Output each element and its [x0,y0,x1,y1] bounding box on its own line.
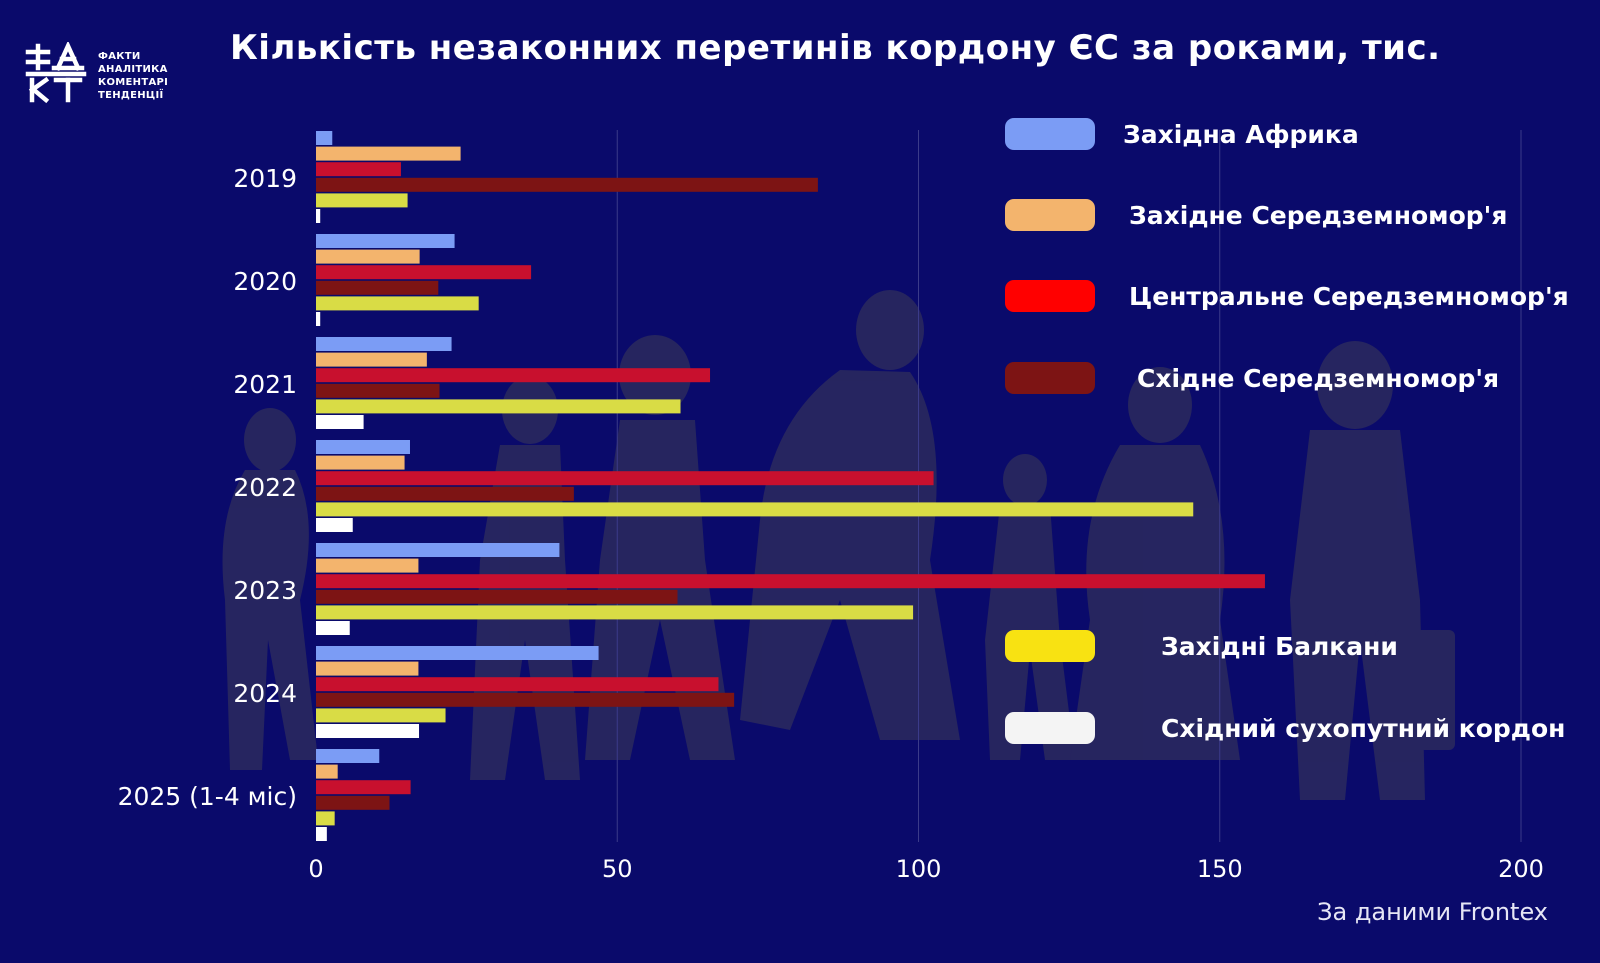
bar [316,502,1194,517]
bar [316,265,532,280]
y-tick-label: 2020 [233,267,297,296]
bar [316,146,461,161]
bar [316,661,419,676]
bar [316,827,327,841]
y-tick-label: 2023 [233,576,297,605]
x-tick-label: 150 [1197,855,1243,883]
bar [316,415,364,429]
logo-mark-icon [25,42,87,104]
logo-words: ФАКТИ АНАЛІТИКА КОМЕНТАРІ ТЕНДЕНЦІЇ [98,50,168,102]
bar [316,589,678,604]
legend-label: Східне Середземномор'я [1137,363,1500,393]
legend-label: Східний сухопутний кордон [1161,713,1566,743]
y-axis-labels: 2019 2020 2021 2022 2023 2024 2025 (1-4 міс) [118,164,297,811]
logo: ФАКТИ АНАЛІТИКА КОМЕНТАРІ ТЕНДЕНЦІЇ [24,42,184,106]
bar [316,352,427,367]
bar [316,764,338,779]
bar [316,621,350,635]
bar [316,708,446,723]
y-tick-label: 2024 [233,679,297,708]
bar [316,558,419,573]
chart-title: Кількість незаконних перетинів кордону Є… [230,28,1441,68]
x-tick-label: 50 [602,855,633,883]
y-tick-label: 2022 [233,473,297,502]
bar [316,724,420,738]
legend-item: Східний сухопутний кордон [1005,710,1565,746]
bar [316,811,335,826]
bar [316,193,408,208]
legend-item: Західні Балкани [1005,628,1398,664]
bar [316,368,711,383]
logo-line: АНАЛІТИКА [98,64,168,75]
bar [316,677,719,692]
bar [316,280,439,295]
bar [316,312,321,326]
legend-label: Західна Африка [1123,119,1359,149]
bar [316,574,1265,589]
legend-item: Центральне Середземномор'я [1005,278,1569,314]
bar [316,646,599,660]
legend-label: Центральне Середземномор'я [1129,281,1569,311]
bar [316,162,401,177]
y-tick-label: 2025 (1-4 міс) [118,782,297,811]
bar [316,692,735,707]
bar [316,131,333,145]
y-tick-label: 2019 [233,164,297,193]
bar [316,518,353,532]
legend-item: Східне Середземномор'я [1005,360,1499,396]
legend-swatch [1005,712,1095,744]
legend-swatch [1005,362,1095,394]
source-note: За даними Frontex [1317,898,1548,926]
bar [316,605,914,620]
x-tick-label: 100 [896,855,942,883]
bar [316,795,390,810]
legend-swatch [1005,630,1095,662]
bar [316,249,420,264]
legend: Західна Африка Західне Середземномор'я Ц… [1005,0,1595,963]
bar [316,399,681,414]
legend-swatch [1005,118,1095,150]
legend-item: Західна Африка [1005,116,1359,152]
legend-swatch [1005,280,1095,312]
bar [316,543,560,557]
bar [316,383,440,398]
y-tick-label: 2021 [233,370,297,399]
bar [316,471,934,486]
x-axis-labels: 0 50 100 150 200 [308,855,1544,883]
logo-line: КОМЕНТАРІ [98,77,169,88]
logo-line: ФАКТИ [98,51,141,62]
bar [316,209,321,223]
bar [316,440,410,454]
bar [316,486,574,501]
bar [316,177,818,192]
legend-label: Західне Середземномор'я [1129,200,1508,230]
legend-item: Західне Середземномор'я [1005,197,1507,233]
x-tick-label: 200 [1498,855,1544,883]
legend-label: Західні Балкани [1161,631,1398,661]
bar [316,749,380,763]
bar [316,296,479,311]
bar [316,234,455,248]
legend-swatch [1005,199,1095,231]
bar [316,780,411,795]
x-gridlines [616,130,1522,842]
bar [316,337,452,351]
bar [316,455,405,470]
bars-group [316,131,1265,841]
logo-line: ТЕНДЕНЦІЇ [98,90,164,101]
x-tick-label: 0 [308,855,323,883]
